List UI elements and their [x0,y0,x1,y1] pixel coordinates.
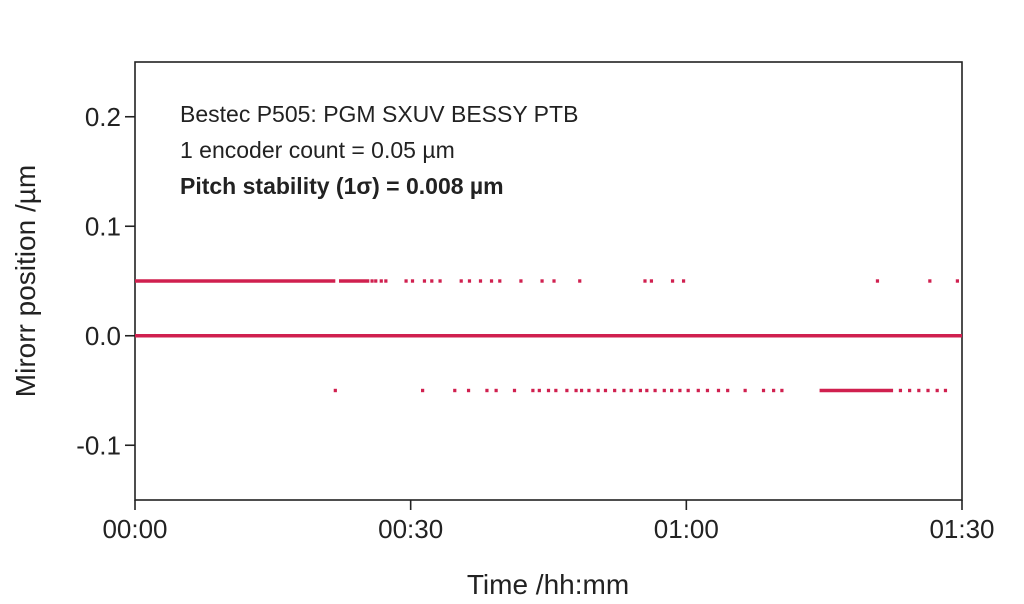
data-point [467,279,472,283]
data-point [370,279,374,283]
y-tick-label: 0.1 [85,211,121,241]
data-point [540,279,544,283]
data-point [579,388,584,393]
data-point [404,279,408,283]
data-point [662,388,666,393]
data-point [421,388,425,393]
data-point [917,388,921,393]
data-point [430,279,434,283]
data-point [554,388,558,393]
data-point [512,388,517,393]
data-point [379,279,383,283]
data-point [726,388,730,393]
x-tick-label: 00:00 [102,514,167,544]
data-point [333,388,337,393]
data-point [546,388,551,393]
y-tick-label: 0.0 [85,321,121,351]
data-point [422,279,427,283]
data-point [649,279,654,283]
annotation-line-3: Pitch stability (1σ) = 0.008 µm [180,173,504,199]
data-point [384,279,388,283]
annotation-line-2: 1 encoder count = 0.05 µm [180,137,455,163]
data-point [780,388,784,393]
data-point [478,279,483,283]
y-tick-label: 0.2 [85,102,121,132]
y-tick-label: -0.1 [76,430,121,460]
data-point [761,388,766,393]
data-point [653,388,657,393]
data-point [629,388,633,393]
data-point [587,388,591,393]
data-point [955,279,960,283]
data-point [613,388,617,393]
x-axis-title: Time /hh:mm [467,569,629,600]
y-axis-ticks: 0.2 0.1 0.0 -0.1 [76,102,135,460]
data-point [494,388,498,393]
data-point [596,388,600,393]
data-point [926,388,930,393]
data-point [489,279,494,283]
data-point [453,388,457,393]
data-point [772,388,776,393]
x-axis-ticks: 00:00 00:30 01:00 01:30 [102,500,995,544]
data-point [485,388,489,393]
x-tick-label: 01:30 [929,514,994,544]
data-point [578,279,582,283]
data-point [374,279,378,283]
data-point [537,388,541,393]
data-point [645,388,649,393]
data-series [135,279,962,393]
data-point [438,279,442,283]
annotation-line-1: Bestec P505: PGM SXUV BESSY PTB [180,101,578,127]
data-point [696,388,700,393]
data-point [643,279,647,283]
data-point [705,388,710,393]
data-point [603,388,608,393]
x-tick-label: 00:30 [378,514,443,544]
data-point [565,388,569,393]
data-point [531,388,535,393]
data-point [552,279,556,283]
y-axis-title: Mirorr position /µm [10,165,41,397]
data-point [898,388,903,393]
data-point [498,279,502,283]
data-point [908,388,912,393]
data-point [638,388,642,393]
data-point [743,388,747,393]
data-point [928,279,932,283]
data-point [935,388,939,393]
data-point [459,279,463,283]
data-point [681,279,686,283]
data-point [410,279,415,283]
data-point [574,388,578,393]
data-point [466,388,471,393]
data-point [670,279,675,283]
data-point [622,388,626,393]
data-point [943,388,948,393]
data-point [670,388,674,393]
x-tick-label: 01:00 [654,514,719,544]
data-point [678,388,682,393]
data-point [519,279,523,283]
data-point [686,388,690,393]
data-point [716,388,721,393]
data-point [875,279,880,283]
